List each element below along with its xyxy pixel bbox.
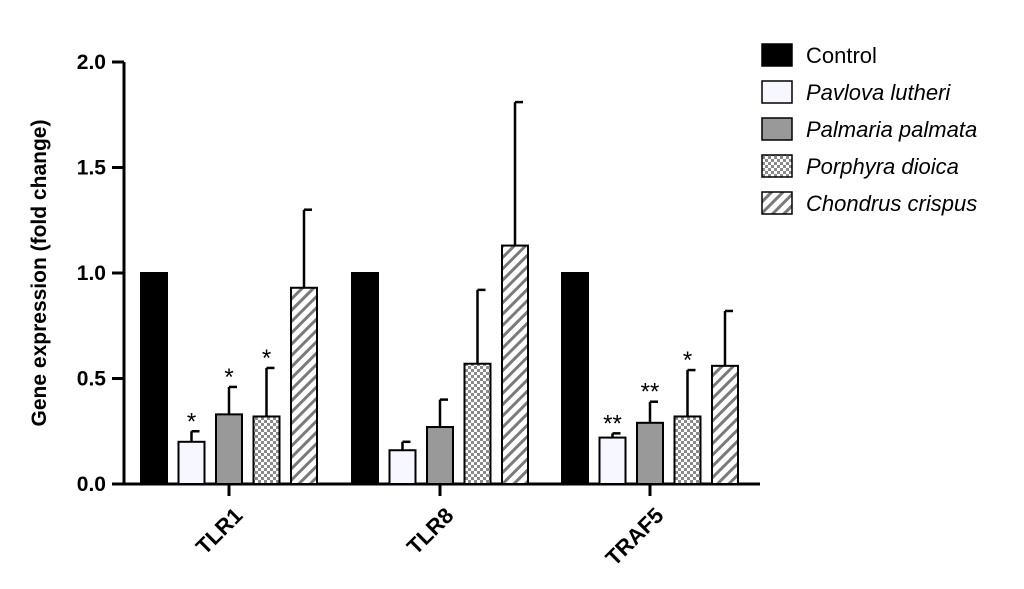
bar	[388, 449, 417, 485]
bar	[177, 440, 206, 485]
bar	[252, 415, 281, 486]
bar	[673, 415, 702, 486]
significance-label: **	[641, 379, 660, 406]
y-tick-label: 0.5	[77, 368, 107, 391]
legend-entry: Chondrus crispus	[806, 191, 977, 216]
x-tick-label: TLR1	[191, 503, 248, 560]
bar	[711, 364, 739, 485]
legend: Control Pavlova lutheri Palmaria palmata Po…	[761, 43, 977, 216]
legend-entry: Palmaria palmata	[806, 117, 977, 142]
legend-entry: Porphyra dioica	[806, 154, 959, 179]
x-tick-label: TLR8	[402, 503, 459, 560]
y-axis-title: Gene expression (fold change)	[28, 120, 51, 427]
y-tick-label: 1.0	[77, 262, 106, 285]
legend-swatch	[761, 191, 793, 215]
significance-label: *	[224, 364, 233, 391]
bar	[463, 362, 492, 486]
significance-label: *	[683, 347, 692, 374]
legend-entry: Control	[806, 43, 877, 68]
legend-entry: Pavlova lutheri	[806, 80, 951, 105]
axes: 0.0 0.5 1.0 1.5 2.0 TLR1 TLR8 TRAF5	[77, 51, 760, 571]
bar	[140, 272, 168, 485]
x-tick-label: TRAF5	[601, 503, 669, 571]
bar	[501, 244, 529, 485]
bar-series: ********	[140, 100, 739, 486]
bar	[598, 436, 627, 485]
legend-swatch	[761, 154, 793, 178]
legend-swatch	[761, 117, 793, 141]
bar	[215, 413, 243, 485]
bar	[290, 286, 318, 485]
bar	[636, 421, 664, 485]
bar	[561, 272, 589, 485]
y-tick-label: 2.0	[77, 51, 106, 74]
significance-label: *	[262, 345, 271, 372]
significance-label: **	[603, 410, 622, 437]
bar	[351, 272, 379, 485]
y-tick-label: 0.0	[77, 473, 106, 496]
bar	[426, 426, 454, 485]
legend-swatch	[761, 80, 793, 104]
y-tick-label: 1.5	[77, 157, 107, 180]
significance-label: *	[187, 408, 196, 435]
legend-swatch	[761, 43, 793, 67]
